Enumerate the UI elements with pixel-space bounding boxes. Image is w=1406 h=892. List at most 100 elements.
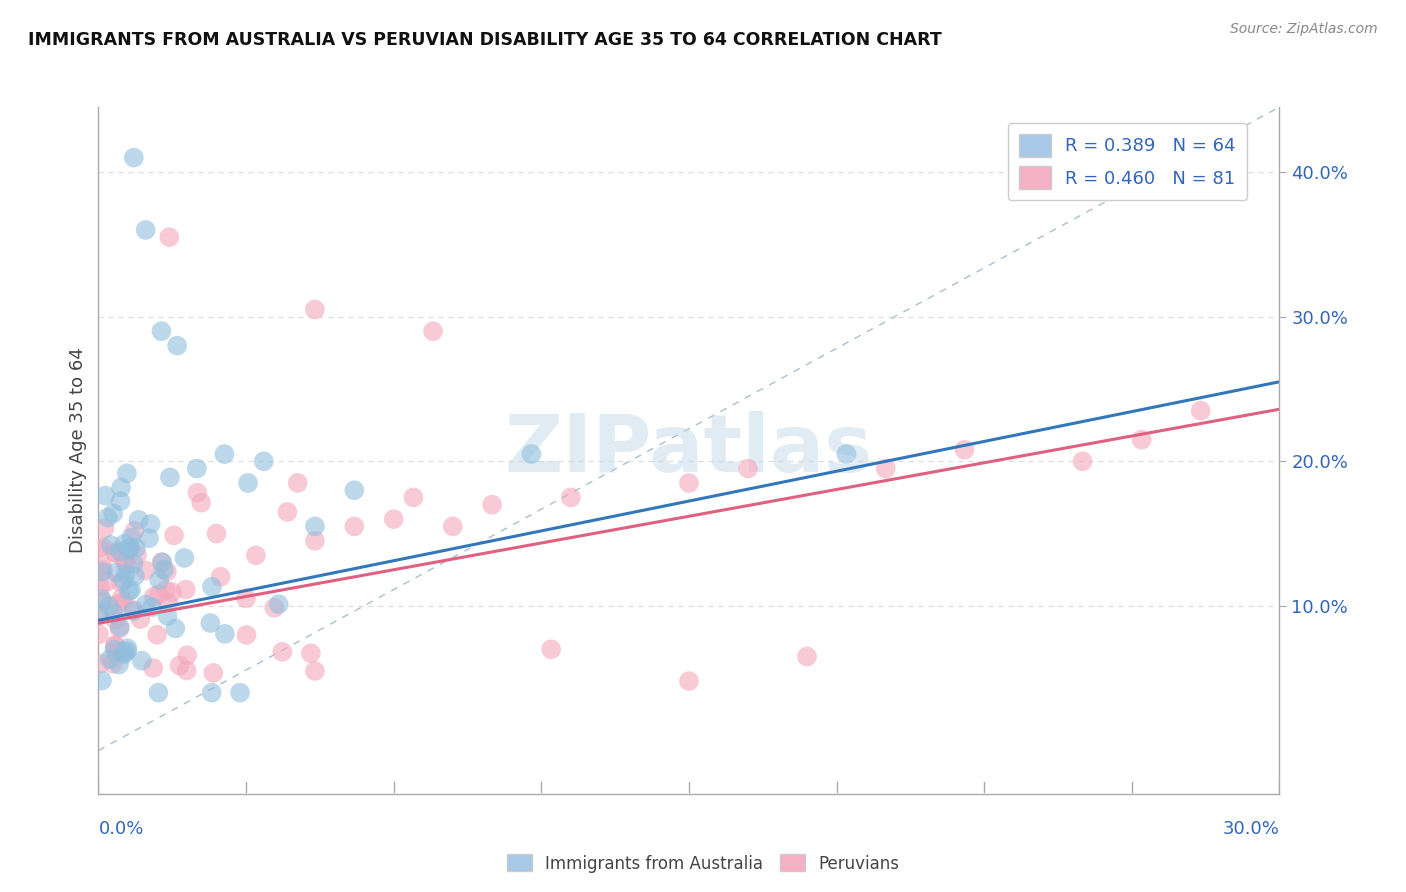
Point (150, 324, 173, 338)
Point (138, 531, 160, 545)
Point (141, 600, 163, 615)
Point (560, 491, 582, 505)
Point (159, 470, 181, 484)
Point (104, 613, 127, 627)
Point (91, 558, 114, 573)
Point (186, 485, 208, 500)
Point (91, 594, 114, 608)
Point (108, 622, 131, 636)
Point (89, 657, 111, 671)
Point (1071, 454, 1094, 468)
Point (156, 609, 179, 624)
Point (148, 573, 170, 587)
Point (173, 550, 195, 565)
Point (235, 591, 257, 606)
Point (120, 582, 142, 597)
Point (110, 575, 132, 590)
Point (304, 302, 326, 317)
Point (148, 686, 170, 700)
Point (87, 627, 110, 641)
Point (146, 628, 169, 642)
Point (174, 582, 197, 597)
Point (169, 658, 191, 673)
Point (229, 686, 252, 700)
Point (91, 565, 114, 579)
Point (176, 648, 198, 663)
Point (214, 447, 236, 461)
Point (110, 591, 132, 606)
Point (299, 646, 322, 660)
Point (163, 528, 186, 542)
Point (117, 542, 139, 557)
Legend: R = 0.389   N = 64, R = 0.460   N = 81: R = 0.389 N = 64, R = 0.460 N = 81 (1008, 123, 1247, 200)
Point (124, 524, 146, 538)
Point (122, 604, 145, 618)
Point (120, 531, 142, 545)
Point (202, 665, 225, 680)
Point (96, 574, 118, 589)
Point (114, 567, 136, 582)
Point (186, 461, 208, 475)
Point (520, 447, 543, 461)
Point (150, 555, 173, 569)
Legend: Immigrants from Australia, Peruvians: Immigrants from Australia, Peruvians (501, 847, 905, 880)
Point (98, 599, 121, 613)
Point (135, 223, 157, 237)
Point (343, 483, 366, 498)
Point (87, 541, 110, 555)
Point (105, 566, 128, 580)
Point (112, 574, 135, 588)
Point (93, 521, 115, 535)
Point (835, 447, 858, 461)
Point (205, 526, 228, 541)
Point (103, 607, 125, 621)
Point (110, 494, 132, 508)
Point (1189, 403, 1212, 417)
Point (1130, 433, 1153, 447)
Point (271, 645, 294, 659)
Point (267, 597, 290, 611)
Point (678, 475, 700, 490)
Point (110, 544, 132, 558)
Point (115, 467, 138, 481)
Point (118, 584, 141, 599)
Point (441, 519, 464, 533)
Point (112, 595, 135, 609)
Point (91, 673, 114, 688)
Point (276, 505, 298, 519)
Point (120, 541, 142, 555)
Point (115, 644, 138, 658)
Point (103, 545, 125, 559)
Point (157, 595, 180, 609)
Point (150, 555, 173, 569)
Point (176, 664, 198, 678)
Point (91, 563, 114, 577)
Point (114, 645, 136, 659)
Point (128, 513, 150, 527)
Point (100, 538, 122, 552)
Point (157, 230, 180, 244)
Point (91, 540, 114, 554)
Text: ZIPatlas: ZIPatlas (505, 411, 873, 490)
Point (304, 519, 326, 533)
Point (253, 454, 276, 468)
Point (110, 481, 132, 495)
Text: Source: ZipAtlas.com: Source: ZipAtlas.com (1230, 22, 1378, 37)
Point (135, 598, 157, 612)
Point (245, 549, 267, 563)
Point (122, 151, 145, 165)
Point (402, 491, 425, 505)
Point (142, 661, 165, 675)
Point (103, 506, 125, 520)
Point (875, 461, 897, 475)
Point (153, 562, 176, 576)
Point (104, 546, 127, 560)
Point (107, 597, 129, 611)
Point (304, 533, 326, 548)
Point (114, 552, 136, 566)
Point (343, 519, 366, 533)
Point (953, 442, 976, 457)
Point (200, 615, 222, 630)
Point (263, 600, 285, 615)
Point (115, 558, 138, 572)
